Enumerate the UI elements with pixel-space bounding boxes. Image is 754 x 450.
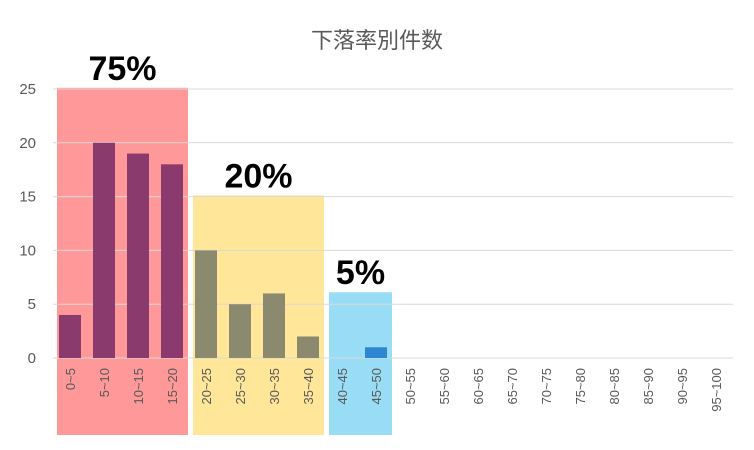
x-tick-label: 40~45	[335, 368, 350, 405]
bar-15~20	[161, 164, 183, 358]
y-tick-label: 10	[19, 242, 36, 259]
bar-20~25	[195, 250, 217, 358]
x-tick-label: 80~85	[607, 368, 622, 405]
y-tick-label: 15	[19, 189, 36, 206]
x-tick-label: 60~65	[471, 368, 486, 405]
bar-30~35	[263, 293, 285, 358]
bar-25~30	[229, 304, 251, 358]
chart-title: 下落率別件数	[311, 29, 443, 54]
x-tick-label: 55~60	[437, 368, 452, 405]
y-tick-label: 5	[28, 296, 36, 313]
x-tick-label: 75~80	[573, 368, 588, 405]
x-tick-label: 45~50	[369, 368, 384, 405]
bar-0~5	[59, 314, 81, 358]
group-percent-label-0: 75%	[88, 50, 156, 88]
group-percent-label-2: 5%	[336, 254, 385, 292]
bar-5~10	[93, 142, 115, 358]
group-percent-labels: 75% 20% 5%	[88, 50, 385, 292]
group-percent-label-1: 20%	[224, 157, 292, 195]
x-tick-label: 65~70	[505, 368, 520, 405]
x-tick-label: 10~15	[131, 368, 146, 405]
x-tick-label: 15~20	[165, 368, 180, 405]
y-axis-ticks: 0 5 10 15 20 25	[19, 81, 36, 367]
y-tick-label: 25	[19, 81, 36, 98]
bar-10~15	[127, 153, 149, 358]
y-tick-label: 20	[19, 135, 36, 152]
x-tick-label: 70~75	[539, 368, 554, 405]
x-tick-label: 35~40	[301, 368, 316, 405]
y-tick-label: 0	[28, 350, 36, 367]
x-tick-label: 85~90	[641, 368, 656, 405]
x-axis-ticks: 0~5 5~10 10~15 15~20 20~25 25~30 30~35 35~40 40~…	[63, 368, 724, 412]
x-tick-label: 95~100	[709, 368, 724, 412]
bar-45~50	[365, 347, 387, 358]
x-tick-label: 50~55	[403, 368, 418, 405]
x-tick-label: 5~10	[97, 368, 112, 397]
x-tick-label: 0~5	[63, 368, 78, 390]
bars	[59, 142, 387, 358]
x-tick-label: 30~35	[267, 368, 282, 405]
group-band-2	[329, 292, 392, 435]
bar-35~40	[297, 336, 319, 358]
x-tick-label: 25~30	[233, 368, 248, 405]
x-tick-label: 90~95	[675, 368, 690, 405]
x-tick-label: 20~25	[199, 368, 214, 405]
